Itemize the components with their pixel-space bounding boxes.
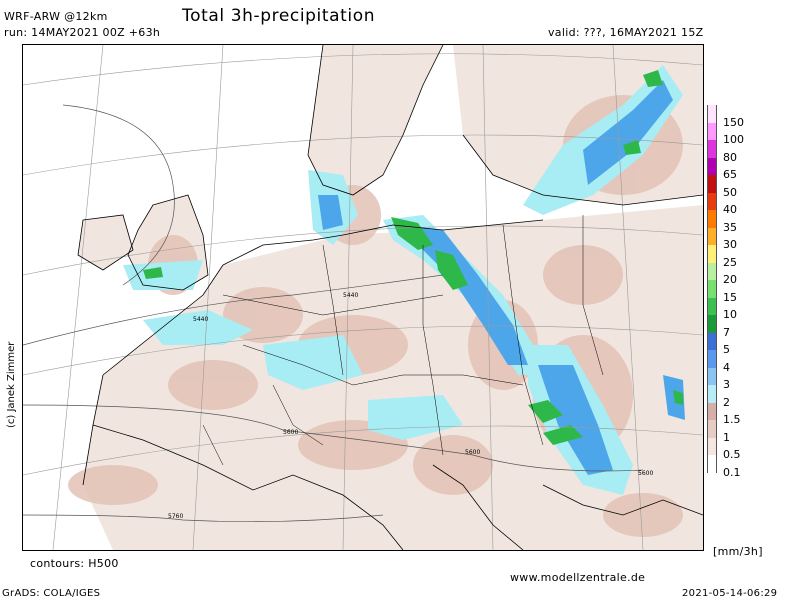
website-link[interactable]: www.modellzentrale.de [510, 571, 646, 584]
legend-level-label: 1.5 [723, 413, 741, 426]
legend-row: 30 [703, 227, 743, 251]
model-label: WRF-ARW @12km [4, 10, 108, 23]
legend-swatch [707, 157, 717, 175]
legend-level-label: 1 [723, 430, 730, 444]
legend-row: 20 [703, 262, 743, 286]
legend-level-label: 100 [723, 133, 744, 146]
legend-row: 25 [703, 245, 743, 269]
legend-swatch [707, 297, 717, 315]
legend-row: 150 [703, 105, 744, 129]
contour-label: 5760 [168, 513, 183, 520]
legend-row: 35 [703, 210, 743, 234]
legend-level-label: 150 [723, 115, 744, 129]
contour-label: 5440 [343, 292, 358, 299]
timestamp: 2021-05-14-06:29 [682, 588, 778, 599]
legend-level-label: 3 [723, 378, 730, 391]
legend-level-label: 40 [723, 203, 737, 216]
legend-swatch [707, 140, 717, 158]
legend-level-label: 0.1 [723, 465, 741, 479]
legend-unit: [mm/3h] [713, 545, 763, 558]
legend-swatch [707, 455, 717, 473]
legend-row: 2 [703, 385, 743, 409]
precipitation-map: 5440 5440 5600 5600 5600 5760 [22, 44, 704, 551]
legend-swatch [707, 367, 717, 385]
legend-level-label: 35 [723, 220, 737, 234]
contour-label: 5600 [283, 429, 298, 436]
legend-row: 40 [703, 192, 743, 216]
legend-row: 50 [703, 175, 743, 199]
legend-swatch [707, 280, 717, 298]
legend-swatch [707, 245, 717, 263]
author-credit: (c) Janek Zimmer [6, 341, 17, 428]
map-canvas: 5440 5440 5600 5600 5600 5760 [23, 45, 703, 550]
legend-level-label: 65 [723, 168, 737, 181]
legend-row: 3 [703, 367, 743, 391]
h500-contours [23, 104, 644, 523]
grid-lines [23, 45, 703, 550]
legend-row: 10 [703, 297, 743, 321]
legend-row: 4 [703, 350, 743, 374]
legend-level-label: 0.5 [723, 448, 741, 461]
legend-swatch [707, 105, 717, 123]
legend-swatch [707, 175, 717, 193]
legend-level-label: 4 [723, 360, 730, 374]
borders [202, 215, 604, 466]
grads-credit: GrADS: COLA/IGES [2, 588, 101, 599]
legend-swatch [707, 350, 717, 368]
precip-legend: 150 100 80 65 50 40 35 30 25 20 15 10 7 5 4 3 2 1.5 1 0.5 0.… [703, 105, 744, 495]
legend-row: 0.5 [703, 437, 743, 461]
legend-swatch [707, 315, 717, 333]
contours-note: contours: H500 [30, 557, 119, 570]
legend-level-label: 50 [723, 185, 737, 199]
valid-label: valid: ???, 16MAY2021 15Z [548, 26, 704, 39]
legend-swatch [707, 210, 717, 228]
legend-swatch [707, 192, 717, 210]
legend-level-label: 10 [723, 308, 737, 321]
legend-level-label: 7 [723, 325, 730, 339]
legend-swatch [707, 420, 717, 438]
legend-level-label: 15 [723, 290, 737, 304]
legend-swatch [707, 262, 717, 280]
legend-level-label: 2 [723, 395, 730, 409]
legend-row: 1 [703, 420, 743, 444]
legend-level-label: 20 [723, 273, 737, 286]
legend-swatch [707, 227, 717, 245]
legend-row: 15 [703, 280, 743, 304]
legend-swatch [707, 437, 717, 455]
legend-level-label: 5 [723, 343, 730, 356]
precip-heavy-layer [143, 70, 683, 445]
legend-row: 65 [703, 157, 743, 181]
contour-label: 5600 [638, 470, 653, 477]
contour-label: 5600 [465, 449, 480, 456]
legend-row: 1.5 [703, 402, 743, 426]
legend-swatch [707, 332, 717, 350]
coastlines [77, 45, 703, 550]
legend-level-label: 30 [723, 238, 737, 251]
page-title: Total 3h-precipitation [182, 6, 376, 26]
legend-swatch [707, 122, 717, 140]
legend-row: 80 [703, 140, 743, 164]
legend-swatch [707, 402, 717, 420]
legend-level-label: 25 [723, 255, 737, 269]
legend-row: 100 [703, 122, 744, 146]
legend-swatch [707, 385, 717, 403]
legend-row: 7 [703, 315, 743, 339]
legend-row: 5 [703, 332, 743, 356]
contour-label: 5440 [193, 316, 208, 323]
run-label: run: 14MAY2021 00Z +63h [4, 26, 161, 39]
legend-row: 0.1 [703, 455, 743, 479]
legend-level-label: 80 [723, 150, 737, 164]
